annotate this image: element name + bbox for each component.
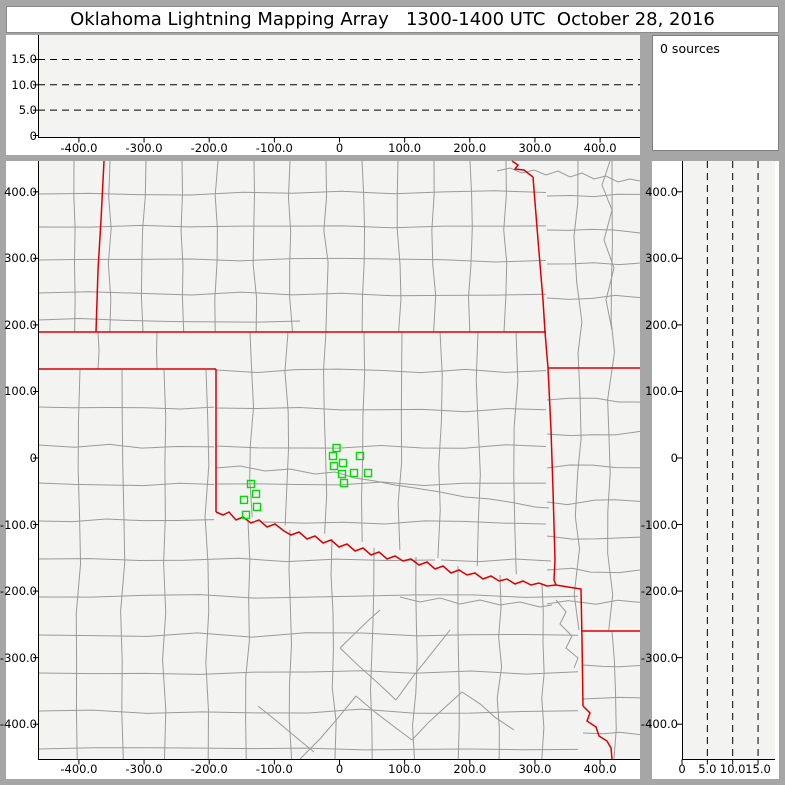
sources-count-label: 0 sources (660, 41, 720, 56)
sources-count-box: 0 sources (652, 35, 779, 151)
altitude-ns-plot-area[interactable] (682, 161, 775, 759)
title-bar: Oklahoma Lightning Mapping Array 1300-14… (6, 6, 779, 33)
page-title: Oklahoma Lightning Mapping Array 1300-14… (70, 9, 715, 30)
plan-view-plot-area[interactable] (38, 161, 640, 759)
altitude-ew-plot-area[interactable] (38, 35, 640, 137)
